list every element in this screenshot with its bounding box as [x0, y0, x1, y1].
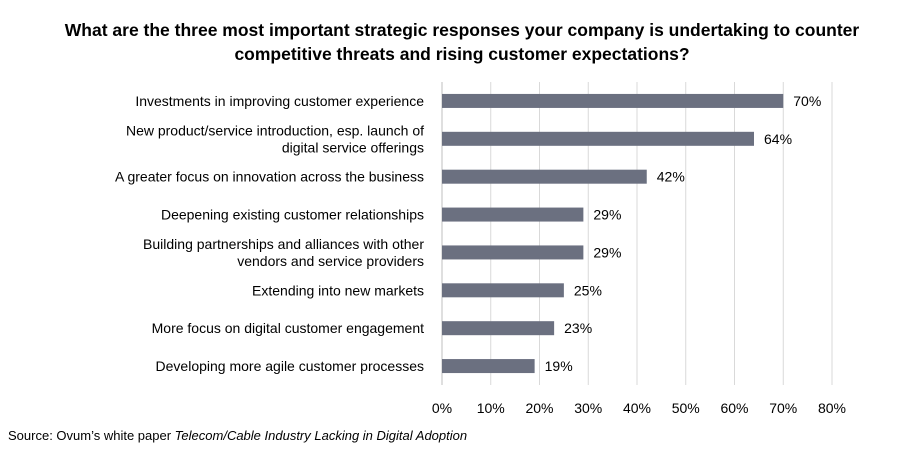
category-label: New product/service introduction, esp. l… — [126, 122, 424, 138]
bar — [442, 131, 754, 146]
category-label: Deepening existing customer relationship… — [161, 207, 424, 223]
data-label: 70% — [793, 93, 821, 109]
source-note: Source: Ovum’s white paper Telecom/Cable… — [8, 428, 467, 444]
data-label: 25% — [574, 282, 602, 298]
category-label: Building partnerships and alliances with… — [143, 236, 424, 252]
x-tick-label: 80% — [818, 400, 846, 416]
category-label: Investments in improving customer experi… — [135, 93, 424, 109]
x-tick-label: 20% — [525, 400, 553, 416]
bar — [442, 169, 647, 184]
chart-title: What are the three most important strate… — [0, 18, 924, 66]
data-label: 29% — [593, 207, 621, 223]
chart-title-line-2: competitive threats and rising customer … — [234, 44, 690, 64]
source-prefix: Source: Ovum’s white paper — [8, 428, 175, 443]
x-tick-label: 0% — [432, 400, 452, 416]
data-label: 23% — [564, 320, 592, 336]
bar — [442, 283, 564, 298]
x-tick-label: 10% — [477, 400, 505, 416]
bar — [442, 359, 535, 374]
x-tick-label: 60% — [720, 400, 748, 416]
bar — [442, 245, 584, 260]
bar — [442, 207, 584, 222]
data-label: 64% — [764, 131, 792, 147]
data-label: 42% — [657, 169, 685, 185]
category-label: A greater focus on innovation across the… — [115, 169, 424, 185]
x-tick-label: 30% — [574, 400, 602, 416]
x-tick-label: 40% — [623, 400, 651, 416]
x-tick-label: 50% — [672, 400, 700, 416]
data-label: 19% — [545, 358, 573, 374]
data-label: 29% — [593, 244, 621, 260]
bar — [442, 321, 555, 336]
chart-title-line-1: What are the three most important strate… — [64, 20, 860, 40]
x-tick-label: 70% — [769, 400, 797, 416]
source-title: Telecom/Cable Industry Lacking in Digita… — [174, 428, 468, 443]
category-label: More focus on digital customer engagemen… — [152, 320, 424, 336]
bar — [442, 93, 784, 108]
category-label: digital service offerings — [282, 139, 424, 155]
category-label: Developing more agile customer processes — [156, 358, 424, 374]
category-label: Extending into new markets — [252, 282, 424, 298]
category-label: vendors and service providers — [237, 253, 424, 269]
